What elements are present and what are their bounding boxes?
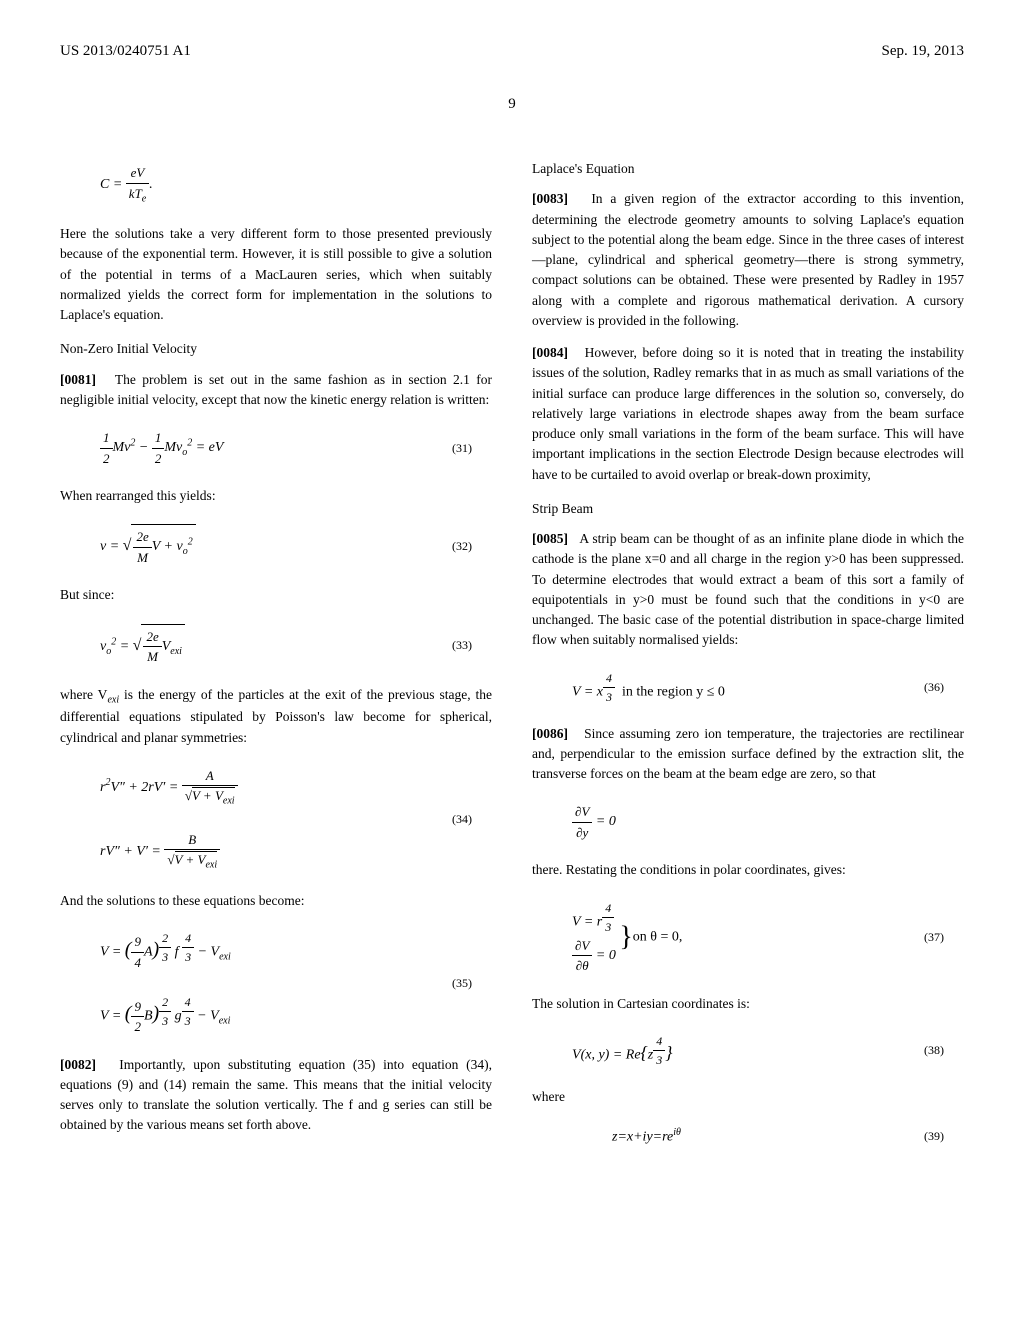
page-number: 9 [60,93,964,116]
left-column: C = eV kTe . Here the solutions take a v… [60,145,492,1166]
paragraph: But since: [60,585,492,605]
eq-num: (38) [924,1041,964,1059]
para-num: [0084] [532,345,568,360]
eq-text: z=x+iy=re [612,1130,673,1145]
equation-c: C = eV kTe . [100,163,492,206]
equation-37: V = r43 ∂V∂θ = 0 }on θ = 0, (37) [572,899,964,976]
eq-frac-bot: kT [129,186,142,201]
eq-num: (33) [452,636,492,654]
paragraph: And the solutions to these equations bec… [60,891,492,911]
equation-partial: ∂V∂y = 0 [572,802,964,842]
patent-number: US 2013/0240751 A1 [60,40,191,63]
equation-32: v = √2eMV + vo2 (32) [100,524,492,567]
equation-34: r2V″ + 2rV′ = A√V + Vexi rV″ + V′ = B√V … [100,766,492,873]
eq-num: (37) [924,928,964,946]
paragraph-0083: [0083] In a given region of the extracto… [532,189,964,331]
eq-num: (36) [924,678,964,696]
paragraph: When rearranged this yields: [60,486,492,506]
section-heading: Non-Zero Initial Velocity [60,339,492,359]
para-text: Importantly, upon substituting equation … [60,1057,492,1133]
para-num: [0085] [532,531,568,546]
eq-frac-top: eV [131,165,145,180]
right-column: Laplace's Equation [0083] In a given reg… [532,145,964,1166]
eq-text: on θ = 0, [633,929,683,944]
paragraph-0085: [0085] A strip beam can be thought of as… [532,529,964,651]
para-text: A strip beam can be thought of as an inf… [532,531,964,647]
eq-sup: iθ [673,1127,681,1138]
eq-text: in the region y ≤ 0 [622,684,725,699]
eq-sub: e [142,193,146,204]
paragraph-0086: [0086] Since assuming zero ion temperatu… [532,724,964,785]
equation-35: V = (94A)23 f 43 − Vexi V = (92B)23 g43 … [100,929,492,1036]
equation-39: z=x+iy=reiθ (39) [612,1125,964,1148]
paragraph-0084: [0084] However, before doing so it is no… [532,343,964,485]
equation-33: vo2 = √2eMVexi (33) [100,624,492,667]
equation-31: 12Mv2 − 12Mvo2 = eV (31) [100,428,492,468]
para-text: The problem is set out in the same fashi… [60,372,492,407]
para-num: [0081] [60,372,96,387]
para-num: [0083] [532,191,568,206]
paragraph: Here the solutions take a very different… [60,224,492,325]
text: where V [60,687,107,702]
paragraph-0081: [0081] The problem is set out in the sam… [60,370,492,411]
para-text: In a given region of the extractor accor… [532,191,964,328]
para-text: However, before doing so it is noted tha… [532,345,964,482]
equation-36: V = x43 in the region y ≤ 0 (36) [572,669,964,706]
eq-num: (35) [452,974,492,992]
section-heading: Laplace's Equation [532,159,964,179]
paragraph: The solution in Cartesian coordinates is… [532,994,964,1014]
subscript: exi [107,694,119,705]
eq-num: (39) [924,1127,964,1145]
paragraph-0082: [0082] Importantly, upon substituting eq… [60,1055,492,1136]
eq-num: (32) [452,537,492,555]
section-heading: Strip Beam [532,499,964,519]
paragraph: there. Restating the conditions in polar… [532,860,964,880]
paragraph: where Vexi is the energy of the particle… [60,685,492,748]
equation-38: V(x, y) = Re{z43} (38) [572,1032,964,1069]
para-num: [0086] [532,726,568,741]
paragraph: where [532,1087,964,1107]
para-text: Since assuming zero ion temperature, the… [532,726,964,782]
publication-date: Sep. 19, 2013 [882,40,965,63]
text: is the energy of the particles at the ex… [60,687,492,745]
para-num: [0082] [60,1057,96,1072]
eq-num: (34) [452,810,492,828]
eq-num: (31) [452,439,492,457]
